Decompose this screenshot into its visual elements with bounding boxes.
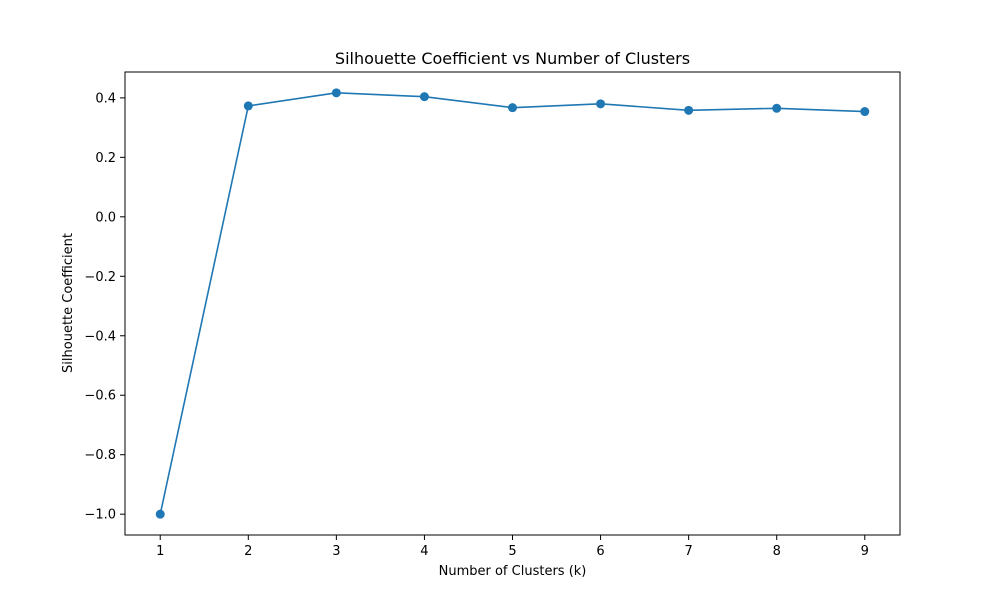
y-tick-label: −0.4 (84, 329, 116, 344)
y-tick-label: 0.2 (95, 151, 116, 166)
y-axis-label: Silhouette Coefficient (61, 233, 76, 373)
chart-title: Silhouette Coefficient vs Number of Clus… (335, 49, 690, 68)
plot-area: 1 2 3 4 5 6 7 8 9 −1.0 −0.8 −0.6 −0.4 −0.2 0.0 0.2 0.4 (84, 71, 901, 559)
x-tick-label: 7 (684, 544, 692, 559)
x-axis-label: Number of Clusters (k) (439, 564, 587, 579)
x-tick-label: 1 (156, 544, 164, 559)
y-tick-label: 0.4 (95, 91, 116, 106)
x-tick-label: 5 (508, 544, 516, 559)
x-tick-label: 2 (244, 544, 252, 559)
x-tick-label: 9 (861, 544, 869, 559)
x-tick-label: 6 (596, 544, 604, 559)
data-point (155, 509, 165, 519)
y-tick-label: −0.2 (84, 270, 116, 285)
y-tick-label: −1.0 (84, 508, 116, 523)
data-point (860, 107, 870, 117)
x-tick-label: 8 (773, 544, 781, 559)
data-point (243, 101, 253, 111)
data-point (772, 103, 782, 113)
x-tick-label: 4 (420, 544, 428, 559)
data-point (331, 88, 341, 98)
data-point (596, 99, 606, 109)
y-tick-label: 0.0 (95, 210, 116, 225)
data-point (508, 103, 517, 113)
x-tick-label: 3 (332, 544, 340, 559)
y-tick-label: −0.8 (84, 448, 116, 463)
data-point (419, 92, 429, 102)
data-point (684, 105, 694, 115)
y-tick-label: −0.6 (84, 389, 116, 404)
